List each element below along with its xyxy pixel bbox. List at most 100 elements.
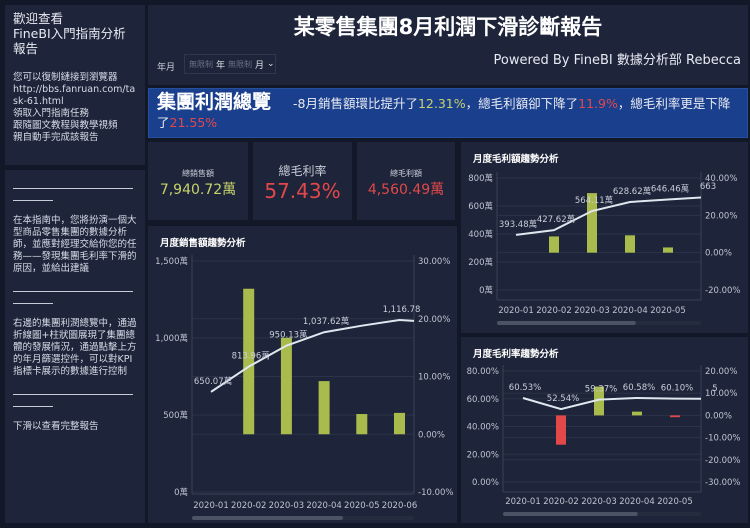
kpi-label: 總毛利額 [390, 169, 422, 178]
bar [549, 236, 559, 253]
data-label: 393.48萬 [499, 219, 537, 230]
banner-text-3: ，總毛利率更是下降了 [157, 96, 731, 130]
x-tick-label: 2020-04 [306, 501, 342, 511]
guide-paragraph-2: 右邊的集團利潤總覽中，通過折線圖+柱狀圖展現了集團總體的發展情況，通過點擊上方的… [13, 318, 137, 377]
right-tick-label: 20.00% [418, 315, 450, 325]
left-tick-label: 80.00% [467, 367, 499, 377]
left-tick-label: 400萬 [468, 229, 493, 240]
sales-chart-svg: 1,500萬 1,000萬 500萬 0萬 30.00% 20.00% 10.00% 0.00… [155, 255, 453, 520]
right-tick-label: -20.00% [705, 286, 740, 296]
kpi-value: 57.43% [264, 179, 341, 203]
right-tick-label: -10.00% [418, 488, 453, 498]
kpi-label: 總銷售額 [182, 169, 214, 178]
bar [356, 414, 368, 435]
divider [13, 188, 133, 189]
data-label: 1,037.62萬 [303, 316, 349, 327]
bar [394, 412, 405, 435]
chart-title: 月度銷售額趨勢分析 [160, 238, 246, 249]
sidebar-intro-panel: 歡迎查看 FineBI入門指南分析報告 您可以復制鏈接到瀏覽器 http://b… [5, 5, 145, 165]
data-label: 950.13萬 [269, 330, 307, 341]
scrollbar-thumb[interactable] [503, 512, 638, 516]
divider [13, 303, 53, 304]
right-tick-label: 40.00% [705, 174, 737, 184]
bar [594, 386, 604, 416]
kpi-label: 總毛利率 [278, 164, 327, 178]
data-label: 60.10% [661, 384, 693, 394]
left-tick-label: 1,500萬 [155, 256, 188, 267]
right-tick-label: -20.00% [705, 456, 740, 466]
x-tick-label: 2020-03 [574, 306, 610, 316]
x-tick-label: 2020-02 [231, 501, 267, 511]
kpi-value: 4,560.49萬 [367, 182, 445, 198]
right-tick-label: -10.00% [705, 434, 740, 444]
plot-area [522, 386, 701, 445]
year-placeholder: 無限制 [189, 59, 213, 69]
sales-growth-value: 12.31% [417, 96, 466, 111]
line-series [515, 196, 701, 236]
left-tick-label: 500萬 [163, 410, 188, 421]
x-tick-label: 2020-02 [543, 497, 579, 507]
chart-title: 月度毛利率趨勢分析 [473, 349, 559, 360]
bar [243, 288, 255, 435]
right-tick-label: 10.00% [418, 373, 450, 383]
right-tick-label: 10.00% [705, 389, 737, 399]
bar [670, 415, 680, 418]
left-tick-label: 800萬 [468, 173, 493, 184]
plot-area [210, 288, 414, 435]
gross-profit-chart-svg: 800萬 600萬 400萬 200萬 0萬 40.00% 20.00% 0.00% -20.0… [468, 172, 740, 325]
sidebar-guide-panel: 在本指南中，您將扮演一個大型商品零售集團的數據分析師，並應對經理交給你您的任務—… [5, 170, 145, 523]
data-label: 5 [712, 384, 717, 394]
profit-overview-banner: 集團利潤總覽 -8月銷售額環比提升了12.31%，總毛利額卻下降了11.9%，總… [148, 88, 748, 138]
data-label: 59.37% [585, 385, 617, 395]
left-tick-label: 0萬 [479, 285, 493, 296]
divider [13, 406, 53, 407]
right-tick-label: -30.00% [705, 478, 740, 488]
data-label: 564.11萬 [575, 195, 613, 206]
kpi-gross-profit[interactable]: 總毛利額 4,560.49萬 [357, 142, 455, 220]
banner-text-2: ，總毛利額卻下降了 [465, 96, 579, 111]
month-placeholder: 無限制 [228, 59, 253, 69]
bar [625, 235, 635, 253]
data-label: 813.96萬 [232, 351, 270, 362]
left-tick-label: 600萬 [468, 201, 493, 212]
data-label: 650.07萬 [194, 376, 232, 387]
bar [280, 337, 292, 435]
data-label: 60.58% [623, 383, 655, 393]
year-unit: 年 [216, 60, 226, 71]
sales-trend-chart: 月度銷售額趨勢分析 1,500萬 1,000萬 500萬 0萬 30.00% 20.00%… [148, 226, 457, 523]
plot-area [515, 193, 701, 253]
bar [318, 381, 330, 435]
scrollbar-thumb[interactable] [192, 516, 343, 520]
left-tick-label: 40.00% [467, 423, 499, 433]
kpi-gross-margin[interactable]: 總毛利率 57.43% [253, 142, 352, 220]
x-tick-label: 2020-03 [581, 497, 617, 507]
x-tick-label: 2020-05 [650, 306, 686, 316]
kpi-total-sales[interactable]: 總銷售額 7,940.72萬 [148, 142, 248, 220]
chevron-down-icon[interactable]: ⌄ [267, 59, 275, 69]
guide-paragraph-1: 在本指南中，您將扮演一個大型商品零售集團的數據分析師，並應對經理交給你您的任務—… [13, 215, 137, 274]
powered-by: Powered By FineBI 數據分析部 Rebecca [493, 53, 741, 68]
right-tick-label: 20.00% [705, 367, 737, 377]
bar [663, 247, 673, 253]
x-tick-label: 2020-01 [193, 501, 229, 511]
x-tick-label: 2020-05 [657, 497, 693, 507]
kpi-value: 7,940.72萬 [159, 182, 237, 198]
data-label: 60.53% [509, 383, 541, 393]
scrollbar-thumb[interactable] [497, 321, 636, 325]
data-label: 427.62萬 [537, 214, 575, 225]
month-unit: 月 [255, 60, 265, 71]
gross-margin-chart-svg: 80.00% 60.00% 40.00% 20.00% 0.00% 20.00% 10.00… [467, 365, 740, 516]
x-tick-label: 2020-01 [498, 306, 534, 316]
data-label: 628.62萬 [613, 186, 651, 197]
guide-paragraph-3: 下滑以查看完整報告 [13, 421, 99, 432]
year-month-filter[interactable]: 無限制 年 無限制 月 ⌄ [184, 54, 276, 74]
right-tick-label: 20.00% [705, 211, 737, 221]
intro-text: 您可以復制鏈接到瀏覽器 http://bbs.fanruan.com/task-… [13, 72, 136, 143]
x-tick-label: 2020-04 [619, 497, 655, 507]
right-tick-label: 30.00% [418, 257, 450, 267]
x-tick-label: 2020-02 [536, 306, 572, 316]
data-label: 52.54% [547, 394, 579, 404]
banner-text-1: -8月銷售額環比提升了 [293, 96, 418, 111]
bar [587, 193, 597, 253]
margin-drop-value: 21.55% [169, 115, 218, 130]
